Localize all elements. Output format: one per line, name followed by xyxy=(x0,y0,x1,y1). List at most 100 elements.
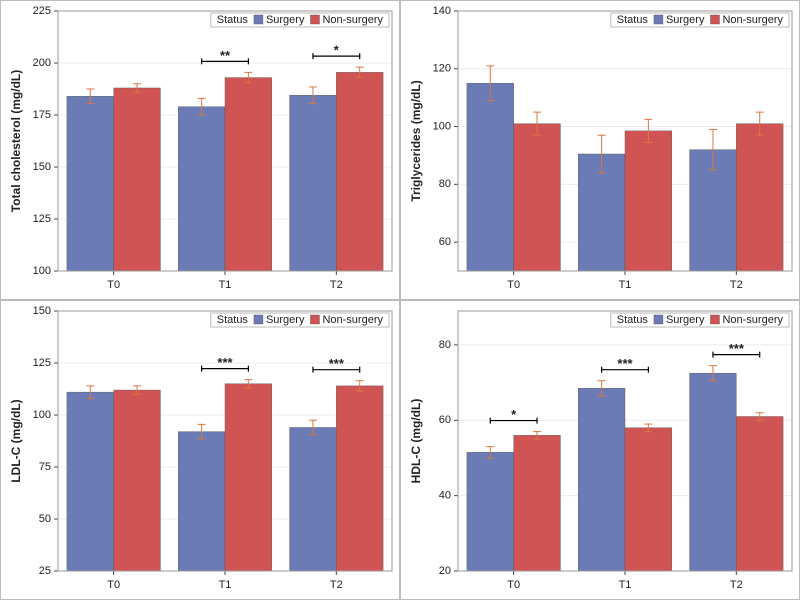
x-tick-label: T2 xyxy=(330,279,343,291)
bar xyxy=(578,388,626,572)
x-tick-label: T0 xyxy=(107,279,120,291)
bar xyxy=(178,106,226,272)
legend: Status Surgery Non-surgery xyxy=(210,312,390,328)
chart-panel: 100 125 150 175 200 225 Total cholesterol (mg/… xyxy=(0,0,400,300)
legend-label: Surgery xyxy=(266,314,305,326)
y-tick-label: 100 xyxy=(33,409,51,421)
y-tick-label: 80 xyxy=(439,178,451,190)
x-tick-label: T2 xyxy=(330,579,343,591)
legend: Status Surgery Non-surgery xyxy=(610,12,790,28)
y-tick-label: 100 xyxy=(433,120,451,132)
chart-panel: 20 40 60 80 HDL-C (mg/dL) T0 * T1 *** T2 *** Status… xyxy=(400,300,800,600)
legend-label: Surgery xyxy=(666,314,705,326)
legend-swatch xyxy=(653,314,664,325)
chart-panel: 60 80 100 120 140 Triglycerides (mg/dL) T0 T1 T2… xyxy=(400,0,800,300)
plot-frame xyxy=(57,310,393,572)
x-tick-label: T2 xyxy=(730,579,743,591)
legend-title: Status xyxy=(617,314,649,326)
legend-swatch xyxy=(253,314,264,325)
bar xyxy=(224,77,272,272)
error-bar xyxy=(86,385,95,399)
bar xyxy=(689,372,737,572)
legend: Status Surgery Non-surgery xyxy=(210,12,390,28)
significance-label: * xyxy=(511,407,517,422)
y-tick-label: 150 xyxy=(33,161,51,173)
bar xyxy=(336,72,384,272)
y-tick-label: 40 xyxy=(439,490,451,502)
bar xyxy=(624,130,672,272)
bar xyxy=(336,385,384,572)
significance-bracket xyxy=(312,53,361,60)
y-axis-label: HDL-C (mg/dL) xyxy=(409,399,423,484)
error-bar xyxy=(533,431,542,440)
bar xyxy=(513,435,561,572)
legend-swatch xyxy=(710,14,720,25)
x-tick-label: T2 xyxy=(730,279,743,291)
significance-label: ** xyxy=(220,48,231,63)
bar xyxy=(513,123,561,272)
y-tick-label: 20 xyxy=(439,565,451,577)
bar xyxy=(736,123,784,272)
significance-bracket xyxy=(312,366,361,373)
significance-bracket xyxy=(712,351,761,358)
legend-swatch xyxy=(253,14,264,25)
bar xyxy=(224,383,272,572)
y-tick-label: 150 xyxy=(33,305,51,317)
legend-label: Non-surgery xyxy=(322,314,383,326)
error-bar xyxy=(486,65,495,102)
y-tick-label: 100 xyxy=(33,265,51,277)
y-axis-label: Total cholesterol (mg/dL) xyxy=(9,70,23,212)
legend-swatch xyxy=(710,314,720,325)
error-bar xyxy=(308,419,317,436)
bar xyxy=(466,83,514,272)
bar xyxy=(113,389,161,572)
error-bar xyxy=(244,71,253,84)
error-bar xyxy=(355,66,364,79)
x-tick-label: T0 xyxy=(507,579,520,591)
x-tick-label: T1 xyxy=(619,579,632,591)
bar xyxy=(624,427,672,572)
significance-label: *** xyxy=(617,356,633,371)
bar xyxy=(66,96,114,272)
plot-frame xyxy=(57,10,393,272)
significance-label: * xyxy=(334,43,340,58)
legend-title: Status xyxy=(217,314,249,326)
legend-label: Non-surgery xyxy=(322,14,383,26)
plot-frame xyxy=(457,310,793,572)
error-bar xyxy=(533,111,542,136)
error-bar xyxy=(708,128,717,171)
significance-bracket xyxy=(489,417,538,424)
error-bar xyxy=(355,380,364,392)
significance-bracket xyxy=(201,365,249,372)
y-tick-label: 125 xyxy=(33,357,51,369)
error-bar xyxy=(197,423,206,440)
significance-label: *** xyxy=(729,341,745,356)
x-tick-label: T1 xyxy=(619,279,632,291)
y-tick-label: 120 xyxy=(433,63,451,75)
error-bar xyxy=(755,111,764,136)
error-bar xyxy=(197,97,206,116)
legend-title: Status xyxy=(217,14,249,26)
bar xyxy=(178,431,226,572)
legend-title: Status xyxy=(617,14,649,26)
y-tick-label: 140 xyxy=(433,5,451,17)
error-bar xyxy=(244,379,253,389)
error-bar xyxy=(308,86,317,105)
error-bar xyxy=(708,365,717,382)
y-axis-label: Triglycerides (mg/dL) xyxy=(409,80,423,201)
legend-swatch xyxy=(653,14,664,25)
bar xyxy=(289,427,337,572)
y-tick-label: 60 xyxy=(439,414,451,426)
bar xyxy=(113,87,161,272)
legend-label: Surgery xyxy=(266,14,305,26)
y-tick-label: 60 xyxy=(439,236,451,248)
legend-label: Surgery xyxy=(666,14,705,26)
y-tick-label: 50 xyxy=(39,513,51,525)
legend-label: Non-surgery xyxy=(722,14,783,26)
significance-label: *** xyxy=(217,355,233,370)
error-bar xyxy=(597,134,606,174)
chart-panel: 25 50 75 100 125 150 LDL-C (mg/dL) T0 T1 *** T2 ***… xyxy=(0,300,400,600)
bar xyxy=(736,416,784,572)
bar xyxy=(66,391,114,572)
